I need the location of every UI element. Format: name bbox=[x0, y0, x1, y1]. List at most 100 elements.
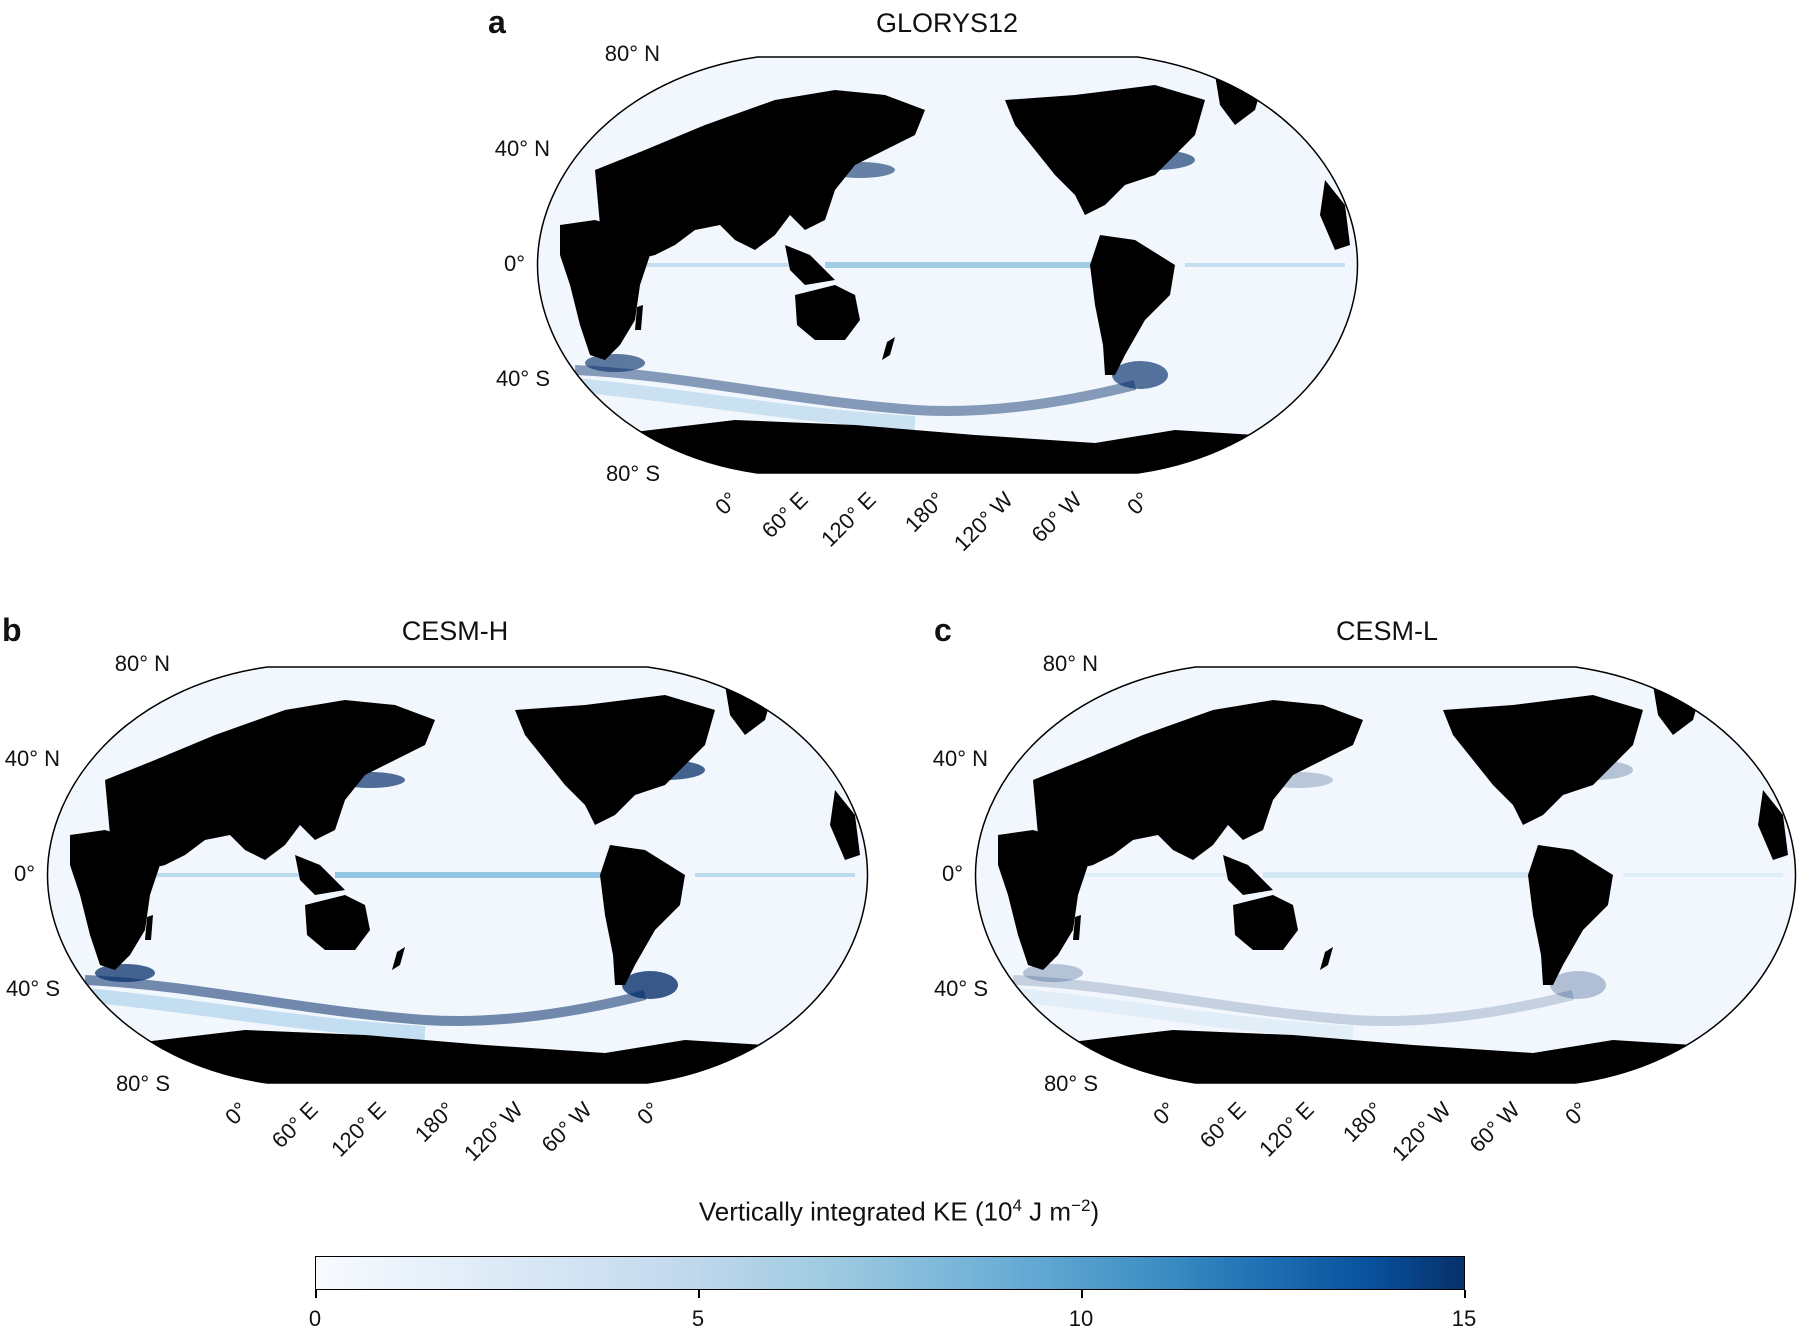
land-mass bbox=[1005, 85, 1205, 215]
lat-tick-label: 40° N bbox=[494, 136, 550, 161]
colorbar-tick bbox=[315, 1290, 317, 1298]
land-mass bbox=[1233, 895, 1298, 950]
colorbar-tick-label: 0 bbox=[308, 1306, 322, 1331]
equatorial-current-atlantic bbox=[1185, 263, 1345, 267]
colorbar-tick-label: 10 bbox=[1068, 1306, 1094, 1331]
colorbar-tick bbox=[1081, 1290, 1083, 1298]
land-mass bbox=[1758, 790, 1788, 860]
equatorial-current-indian bbox=[1073, 873, 1253, 877]
lon-tick-label: 120° E bbox=[1254, 1097, 1319, 1162]
ocean bbox=[975, 667, 1796, 1083]
land-mass bbox=[392, 947, 405, 970]
panel-b-letter: b bbox=[2, 612, 22, 648]
land-mass bbox=[1320, 180, 1350, 250]
brazil-malvinas bbox=[1550, 971, 1606, 999]
colorbar-tick-label: 15 bbox=[1451, 1306, 1477, 1331]
lon-tick-label: 180° bbox=[1337, 1097, 1388, 1147]
land-mass bbox=[998, 830, 1088, 970]
land-mass bbox=[1090, 235, 1175, 375]
lon-tick-label: 120° E bbox=[326, 1097, 391, 1162]
lon-tick-label: 60° W bbox=[1464, 1097, 1525, 1158]
lat-tick-label: 80° S bbox=[1043, 1071, 1098, 1096]
lon-tick-label: 60° E bbox=[266, 1097, 323, 1153]
colorbar-title-exp2: −2 bbox=[1071, 1196, 1091, 1215]
agulhas bbox=[1023, 964, 1083, 982]
panel-c-title: CESM-L bbox=[1335, 616, 1438, 646]
land-mass bbox=[135, 1030, 805, 1083]
lon-tick-label: 120° W bbox=[948, 487, 1018, 556]
land-mass bbox=[1063, 1030, 1733, 1083]
lat-tick-label: 80° S bbox=[605, 461, 660, 486]
panel-a bbox=[535, 55, 1360, 475]
land-mass bbox=[795, 285, 860, 340]
map-border bbox=[46, 666, 869, 1084]
land-mass bbox=[785, 245, 835, 285]
acc-halo bbox=[84, 988, 426, 1040]
lon-tick-label: 0° bbox=[1560, 1097, 1593, 1130]
equatorial-current-atlantic bbox=[1623, 873, 1783, 877]
land-mass bbox=[305, 895, 370, 950]
land-mass bbox=[145, 915, 153, 940]
colorbar-title-exp: 4 bbox=[1012, 1196, 1022, 1215]
land-mass bbox=[830, 790, 860, 860]
land-mass bbox=[595, 90, 925, 260]
lon-tick-label: 180° bbox=[899, 487, 950, 537]
lon-tick-label: 120° W bbox=[458, 1097, 528, 1166]
agulhas bbox=[585, 354, 645, 372]
land-mass bbox=[70, 830, 160, 970]
panel-c bbox=[973, 665, 1798, 1085]
lat-tick-label: 0° bbox=[13, 861, 35, 886]
colorbar-tick-label: 5 bbox=[691, 1306, 705, 1331]
antarctic-circumpolar-current bbox=[1012, 975, 1575, 1026]
equatorial-current-indian bbox=[145, 873, 325, 877]
map-b bbox=[46, 666, 869, 1084]
colorbar bbox=[315, 1256, 1465, 1290]
land-mass bbox=[295, 855, 345, 895]
equatorial-current bbox=[335, 872, 635, 878]
antarctic-circumpolar-current bbox=[84, 975, 647, 1026]
land-mass bbox=[1223, 855, 1273, 895]
acc-halo bbox=[1012, 988, 1354, 1040]
brazil-malvinas bbox=[1112, 361, 1168, 389]
map-a bbox=[536, 56, 1359, 474]
lon-tick-label: 60° W bbox=[536, 1097, 597, 1158]
colorbar-title-unit: J m bbox=[1021, 1196, 1072, 1227]
lat-tick-label: 40° N bbox=[932, 746, 988, 771]
land-mass bbox=[882, 337, 895, 360]
lat-tick-label: 40° N bbox=[4, 746, 60, 771]
lon-tick-label: 180° bbox=[409, 1097, 460, 1147]
lat-tick-label: 40° S bbox=[5, 976, 60, 1001]
equatorial-current bbox=[1263, 872, 1563, 878]
lon-tick-label: 0° bbox=[220, 1097, 253, 1130]
map-border bbox=[536, 56, 1359, 474]
land-mass bbox=[1528, 845, 1613, 985]
lon-tick-label: 0° bbox=[632, 1097, 665, 1130]
land-mass bbox=[560, 220, 650, 360]
equatorial-current-indian bbox=[635, 263, 815, 267]
lon-tick-label: 0° bbox=[1148, 1097, 1181, 1130]
lon-tick-label: 60° E bbox=[1194, 1097, 1251, 1153]
lon-tick-label: 120° E bbox=[816, 487, 881, 552]
colorbar-tick bbox=[1464, 1290, 1466, 1298]
panel-c-letter: c bbox=[934, 612, 952, 648]
lon-tick-label: 0° bbox=[710, 487, 743, 520]
land-mass bbox=[105, 700, 435, 870]
acc-halo bbox=[574, 378, 916, 430]
land-mass bbox=[1073, 915, 1081, 940]
lat-tick-label: 80° N bbox=[1042, 651, 1098, 676]
antarctic-circumpolar-current bbox=[574, 365, 1137, 416]
lat-tick-label: 40° S bbox=[933, 976, 988, 1001]
land-mass bbox=[1033, 700, 1363, 870]
equatorial-current-atlantic bbox=[695, 873, 855, 877]
land-mass bbox=[625, 420, 1295, 473]
lat-tick-label: 80° S bbox=[115, 1071, 170, 1096]
colorbar-title-close: ) bbox=[1090, 1196, 1100, 1227]
land-mass bbox=[600, 845, 685, 985]
panel-a-letter: a bbox=[488, 4, 506, 40]
land-mass bbox=[515, 695, 715, 825]
colorbar-tick bbox=[698, 1290, 700, 1298]
panel-b-title: CESM-H bbox=[401, 616, 509, 646]
land-mass bbox=[635, 305, 643, 330]
equatorial-current bbox=[825, 262, 1125, 268]
land-mass bbox=[1443, 695, 1643, 825]
